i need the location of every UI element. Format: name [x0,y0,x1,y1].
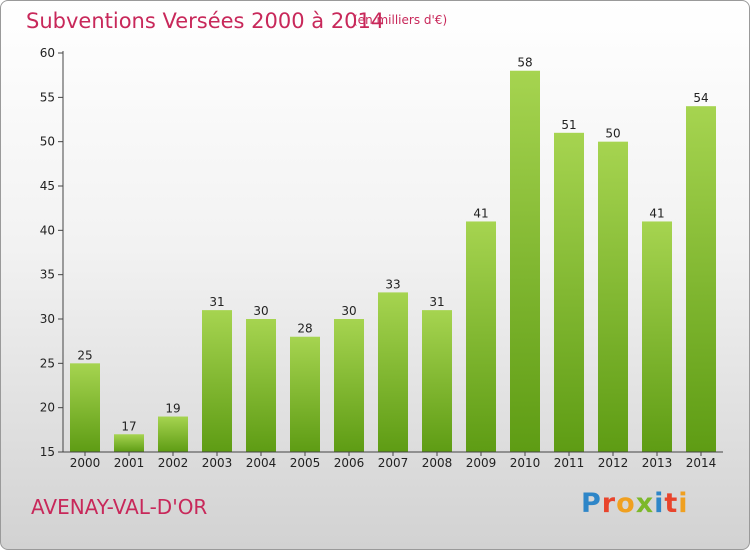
bar-2001 [114,434,144,452]
commune-name: AVENAY-VAL-D'OR [31,495,208,519]
logo-letter: t [664,488,679,519]
proxiti-logo[interactable]: Proxiti [581,488,689,519]
x-tick-label: 2012 [598,456,629,470]
logo-letter: i [678,488,689,519]
y-tick-label: 50 [40,135,55,149]
x-tick-label: 2003 [202,456,233,470]
value-label: 25 [77,348,92,362]
x-tick-label: 2011 [554,456,585,470]
bar-2012 [598,141,628,452]
bar-2011 [554,132,584,453]
value-label: 54 [693,91,708,105]
y-tick-label: 20 [40,401,55,415]
value-label: 33 [385,277,400,291]
x-tick-label: 2001 [114,456,145,470]
x-tick-label: 2000 [70,456,101,470]
bar-2006 [334,319,364,452]
value-label: 41 [473,206,488,220]
y-tick-label: 40 [40,223,55,237]
chart-title: Subventions Versées 2000 à 2014 [26,9,385,33]
x-tick-label: 2005 [290,456,321,470]
value-label: 58 [517,56,532,70]
bar-2013 [642,221,672,452]
x-tick-label: 2006 [334,456,365,470]
x-tick-label: 2002 [158,456,189,470]
logo-letter: x [635,488,655,519]
x-axis: 2000 2001 2002 2003 2004 2005 2006 2007 2008 2009… [63,451,723,470]
value-label: 28 [297,322,312,336]
value-label: 30 [341,304,356,318]
bar-2008 [422,310,452,452]
bar-2004 [246,319,276,452]
y-tick-label: 15 [40,445,55,459]
value-label: 31 [209,295,224,309]
x-tick-label: 2009 [466,456,497,470]
y-tick-label: 60 [40,46,55,60]
bar-2014 [686,106,716,452]
y-axis: 15 20 25 30 35 40 45 50 55 60 [40,46,64,459]
bar-2003 [202,310,232,452]
bars: 25 17 19 31 30 28 30 33 31 41 58 51 50 41 54 [70,56,716,453]
y-tick-label: 55 [40,90,55,104]
value-label: 50 [605,127,620,141]
logo-letter: i [654,488,665,519]
x-tick-label: 2014 [686,456,717,470]
logo-letter: o [616,488,636,519]
bar-2007 [378,292,408,452]
value-label: 31 [429,295,444,309]
y-tick-label: 25 [40,356,55,370]
x-tick-label: 2013 [642,456,673,470]
value-label: 17 [121,419,136,433]
y-tick-label: 30 [40,312,55,326]
logo-letter: P [581,488,602,519]
x-tick-label: 2008 [422,456,453,470]
x-tick-label: 2010 [510,456,541,470]
unit-note: (en milliers d'€) [353,13,448,27]
value-label: 30 [253,304,268,318]
value-label: 19 [165,402,180,416]
bar-2000 [70,363,100,452]
value-label: 41 [649,206,664,220]
logo-letter: r [601,488,617,519]
bar-2009 [466,221,496,452]
value-label: 51 [561,118,576,132]
bar-2005 [290,336,320,452]
bar-2002 [158,416,188,452]
y-tick-label: 35 [40,268,55,282]
x-tick-label: 2007 [378,456,409,470]
y-tick-label: 45 [40,179,55,193]
bar-2010 [510,70,540,452]
x-tick-label: 2004 [246,456,277,470]
